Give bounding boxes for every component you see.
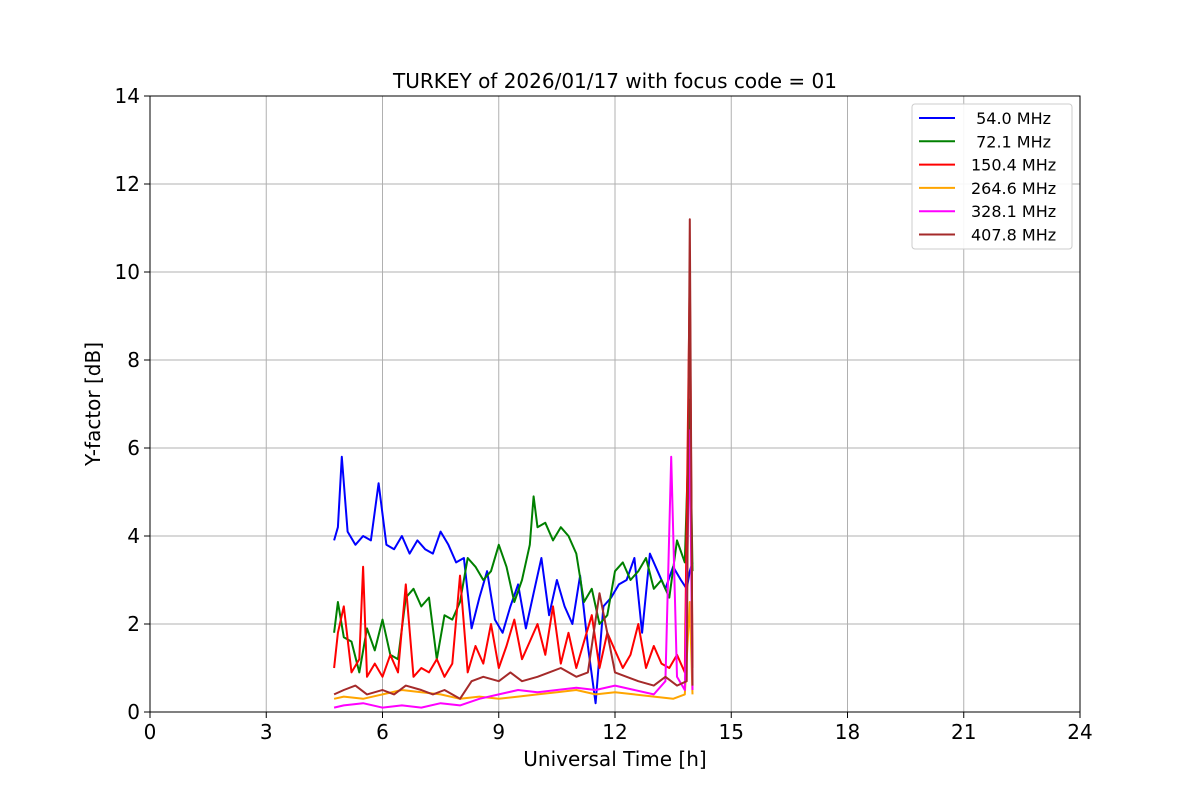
- x-tick-label: 6: [376, 720, 389, 744]
- y-tick-label: 4: [127, 524, 140, 548]
- legend-label: 328.1 MHz: [971, 202, 1056, 221]
- series-line-1: [333, 455, 694, 705]
- x-tick-label: 3: [260, 720, 273, 744]
- y-tick-label: 8: [127, 348, 140, 372]
- series-line-4: [333, 601, 694, 700]
- series-line-3: [333, 271, 694, 678]
- y-tick-label: 2: [127, 612, 140, 636]
- legend-label: 72.1 MHz: [971, 132, 1051, 151]
- legend-label: 150.4 MHz: [971, 156, 1056, 175]
- legend-box: [911, 103, 1073, 250]
- y-axis-label: Y-factor [dB]: [81, 342, 105, 467]
- x-axis-label: Universal Time [h]: [523, 747, 706, 771]
- x-tick-label: 0: [144, 720, 157, 744]
- legend-label: 54.0 MHz: [971, 109, 1051, 128]
- legend-label: 407.8 MHz: [971, 226, 1056, 245]
- y-tick-label: 10: [115, 260, 140, 284]
- x-tick-label: 21: [951, 720, 976, 744]
- y-tick-label: 12: [115, 172, 140, 196]
- chart-title: TURKEY of 2026/01/17 with focus code = 0…: [392, 69, 837, 93]
- legend-label: 264.6 MHz: [971, 179, 1056, 198]
- x-tick-label: 15: [719, 720, 744, 744]
- y-tick-label: 14: [115, 84, 140, 108]
- x-tick-label: 24: [1067, 720, 1092, 744]
- legend: 54.0 MHz 72.1 MHz 150.4 MHz 264.6 MHz 328.1…: [911, 103, 1073, 250]
- series-layer: [333, 218, 694, 709]
- y-tick-label: 6: [127, 436, 140, 460]
- x-tick-label: 12: [602, 720, 627, 744]
- series-line-6: [333, 218, 694, 700]
- x-tick-label: 9: [492, 720, 505, 744]
- y-tick-label: 0: [127, 700, 140, 724]
- series-line-5: [333, 429, 694, 709]
- x-tick-label: 18: [835, 720, 860, 744]
